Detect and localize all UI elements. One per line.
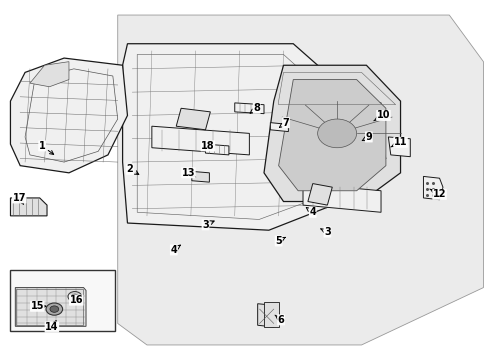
Circle shape	[317, 119, 356, 148]
Text: 16: 16	[69, 295, 83, 305]
Polygon shape	[257, 304, 280, 327]
Text: 7: 7	[279, 118, 289, 128]
Text: 18: 18	[201, 141, 214, 151]
Text: 8: 8	[250, 103, 260, 113]
Polygon shape	[205, 144, 228, 155]
Polygon shape	[234, 103, 264, 114]
Polygon shape	[270, 123, 288, 132]
Polygon shape	[152, 126, 249, 155]
Text: 1: 1	[39, 141, 54, 154]
Text: 3: 3	[320, 227, 330, 237]
Polygon shape	[176, 108, 210, 130]
Polygon shape	[10, 58, 127, 173]
Polygon shape	[423, 176, 442, 200]
Text: 3: 3	[202, 220, 214, 230]
Circle shape	[50, 306, 59, 312]
Bar	[10, 270, 115, 330]
Polygon shape	[122, 44, 341, 230]
Text: 17: 17	[13, 193, 26, 204]
Polygon shape	[15, 288, 86, 326]
Text: 13: 13	[182, 168, 195, 178]
Text: 14: 14	[45, 321, 59, 332]
Polygon shape	[191, 171, 209, 182]
Polygon shape	[118, 15, 483, 345]
Text: 2: 2	[126, 164, 139, 175]
Polygon shape	[351, 123, 385, 166]
Text: 11: 11	[390, 138, 407, 147]
Text: 15: 15	[30, 301, 46, 311]
Text: 4: 4	[170, 245, 180, 255]
Polygon shape	[278, 80, 385, 191]
Circle shape	[46, 303, 62, 315]
Polygon shape	[307, 184, 331, 205]
Text: 6: 6	[274, 315, 284, 325]
Text: 10: 10	[373, 111, 389, 121]
Circle shape	[71, 294, 78, 299]
Polygon shape	[303, 184, 380, 212]
Text: 9: 9	[362, 132, 371, 142]
Polygon shape	[361, 101, 380, 117]
Polygon shape	[10, 198, 47, 216]
Text: 12: 12	[429, 189, 446, 199]
Polygon shape	[387, 137, 409, 157]
Polygon shape	[264, 65, 400, 202]
Polygon shape	[264, 302, 278, 327]
Polygon shape	[30, 62, 69, 87]
Text: 4: 4	[305, 207, 316, 217]
Text: 5: 5	[275, 236, 285, 246]
Circle shape	[68, 292, 81, 302]
